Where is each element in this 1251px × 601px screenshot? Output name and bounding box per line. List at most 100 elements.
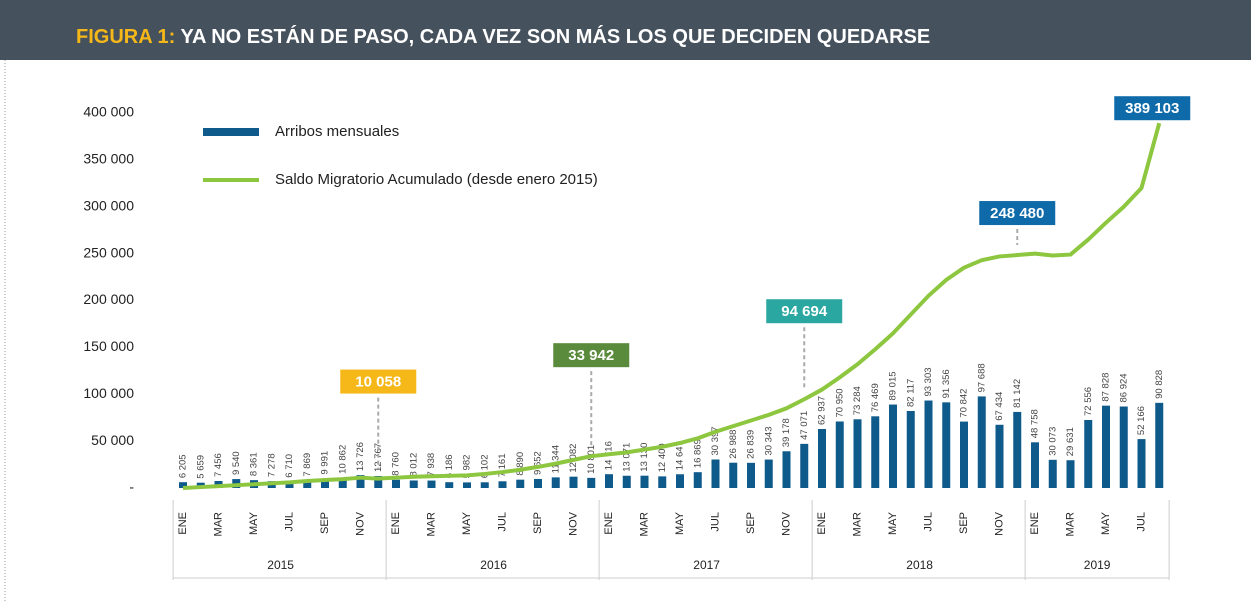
x-tick-label: MAY: [887, 511, 899, 535]
x-tick-label: SEP: [958, 512, 970, 534]
x-tick-label: JUL: [922, 512, 934, 532]
x-tick-label: NOV: [354, 511, 366, 536]
y-tick-label: 400 000: [83, 104, 134, 120]
bar: [693, 472, 702, 488]
year-label: 2016: [480, 558, 507, 572]
bar: [1102, 405, 1110, 488]
year-label: 2015: [267, 558, 294, 572]
line-value-label: 94 694: [781, 303, 828, 320]
line-value-label: 10 058: [355, 374, 401, 391]
bar: [285, 481, 294, 488]
bar: [622, 475, 631, 488]
bar: [392, 479, 400, 488]
bar-value-label: 30 343: [763, 426, 774, 455]
x-tick-label: ENE: [816, 512, 828, 535]
label-box: [979, 201, 1056, 226]
bar: [356, 475, 365, 488]
x-tick-label: ENE: [603, 512, 615, 535]
line: [182, 122, 1162, 490]
y-tick-label: 250 000: [83, 244, 134, 260]
bar: [640, 475, 649, 488]
x-tick-label: SEP: [532, 512, 544, 534]
bar-value-label: 11 344: [550, 445, 561, 473]
bar-value-label: 6 186: [444, 454, 455, 478]
bar: [516, 479, 525, 488]
line-value-label: 33 942: [568, 347, 614, 364]
bar: [977, 396, 986, 488]
x-tick-label: ENE: [390, 512, 402, 535]
bar-value-label: 26 839: [746, 430, 757, 459]
bar: [427, 480, 436, 488]
bar-value-label: 82 117: [905, 379, 916, 407]
x-tick-label: MAR: [638, 512, 650, 537]
x-tick-label: MAY: [674, 511, 686, 535]
x-tick-label: ENE: [1029, 512, 1041, 535]
bar: [1084, 419, 1093, 488]
year-label: 2019: [1084, 558, 1111, 572]
bar: [835, 421, 844, 488]
x-tick-label: MAR: [212, 512, 224, 537]
legend-label: Saldo Migratorio Acumulado (desde enero …: [275, 171, 598, 188]
bar: [534, 478, 542, 488]
bar: [338, 477, 347, 488]
bar-value-label: 7 456: [213, 453, 224, 477]
bar-value-label: 72 556: [1083, 387, 1094, 416]
bar-value-label: 6 102: [479, 454, 490, 478]
bar: [179, 482, 187, 488]
x-tick-label: MAY: [248, 511, 260, 535]
bar: [1048, 459, 1057, 488]
bar-value-label: 13 130: [639, 443, 650, 472]
bar-value-label: 62 937: [817, 396, 828, 425]
bar-value-label: 8 760: [391, 452, 402, 476]
bar-value-label: 39 178: [781, 418, 792, 447]
bar-value-label: 10 862: [337, 445, 348, 474]
x-tick-label: NOV: [567, 511, 579, 536]
x-tick-label: MAY: [1100, 511, 1112, 535]
x-tick-label: JUL: [1135, 512, 1147, 532]
bar: [658, 476, 667, 488]
y-tick-label: -: [129, 479, 134, 495]
x-tick-label: NOV: [993, 511, 1005, 536]
bar-value-label: 30 073: [1047, 427, 1058, 456]
y-tick-label: 100 000: [83, 385, 134, 401]
bar-value-label: 6 710: [284, 454, 295, 478]
x-tick-label: ENE: [177, 512, 189, 535]
bar-value-label: 13 726: [355, 442, 366, 471]
year-label: 2017: [693, 558, 720, 572]
bar-value-label: 52 166: [1136, 406, 1147, 435]
bar: [960, 421, 968, 488]
bar-value-label: 67 434: [994, 392, 1005, 421]
bar-value-label: 5 659: [195, 455, 206, 479]
bar-value-label: 70 842: [959, 389, 970, 418]
bar: [906, 411, 915, 488]
bar: [1066, 460, 1075, 488]
bar-value-label: 7 161: [497, 454, 508, 478]
bar-value-label: 70 950: [834, 388, 845, 417]
x-tick-label: SEP: [319, 512, 331, 534]
bar: [729, 462, 738, 488]
legend-label: Arribos mensuales: [275, 123, 399, 140]
bar-value-label: 7 869: [302, 453, 313, 477]
bar: [498, 481, 507, 488]
bar-value-label: 81 142: [1012, 379, 1023, 408]
x-tick-label: SEP: [745, 512, 757, 534]
bar: [463, 482, 471, 488]
bar: [569, 476, 578, 488]
bar: [871, 416, 880, 488]
bar: [800, 443, 809, 488]
bar: [995, 424, 1004, 488]
bar: [924, 400, 933, 488]
bar-value-label: 76 469: [870, 383, 881, 412]
bar: [818, 428, 826, 488]
bar: [711, 459, 720, 488]
bar-value-label: 8 890: [515, 452, 526, 476]
bar-value-label: 93 303: [923, 367, 934, 396]
bar: [445, 482, 454, 488]
x-tick-label: JUL: [283, 512, 295, 532]
bar: [676, 474, 684, 488]
bar-value-label: 47 071: [799, 411, 810, 440]
bar-value-label: 5 982: [462, 455, 473, 479]
x-tick-label: MAR: [425, 512, 437, 537]
bar: [587, 477, 596, 488]
bar: [321, 478, 329, 488]
